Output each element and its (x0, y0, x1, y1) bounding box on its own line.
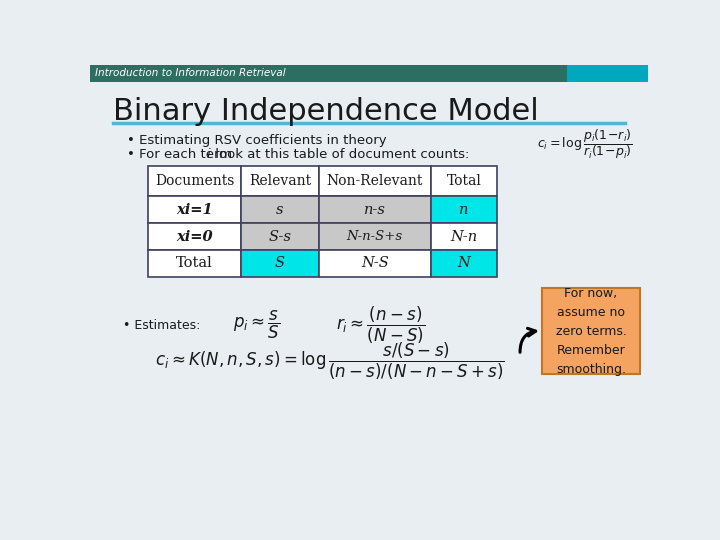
Text: N: N (458, 256, 470, 271)
Text: Non-Relevant: Non-Relevant (327, 174, 423, 188)
Text: n: n (459, 202, 469, 217)
Text: Documents: Documents (155, 174, 234, 188)
Bar (241, 224, 319, 249)
Text: Introduction to Information Retrieval: Introduction to Information Retrieval (96, 68, 286, 78)
Bar (542, 288, 640, 374)
Text: N-n: N-n (451, 230, 477, 244)
Bar (148, 195, 241, 224)
Text: Binary Independence Model: Binary Independence Model (113, 97, 539, 125)
Text: n-s: n-s (364, 202, 386, 217)
Bar (241, 195, 319, 224)
Bar (148, 224, 241, 249)
Bar (431, 224, 497, 249)
Text: For now,
assume no
zero terms.
Remember
smoothing.: For now, assume no zero terms. Remember … (556, 287, 626, 376)
Text: $c_i = \log\dfrac{p_i(1\!-\!r_i)}{r_i(1\!-\!p_i)}$: $c_i = \log\dfrac{p_i(1\!-\!r_i)}{r_i(1\… (536, 127, 632, 161)
Bar (319, 249, 431, 278)
Text: N-n-S+s: N-n-S+s (347, 230, 403, 243)
FancyArrowPatch shape (520, 328, 536, 352)
Text: • For each term: • For each term (127, 147, 237, 160)
Text: Relevant: Relevant (249, 174, 311, 188)
Bar (148, 249, 241, 278)
Bar (319, 166, 431, 195)
Text: Total: Total (446, 174, 482, 188)
Bar (319, 195, 431, 224)
Text: $c_i \approx K(N,n,S,s) = \log\dfrac{s/(S-s)}{(n-s)/(N-n-S+s)}$: $c_i \approx K(N,n,S,s) = \log\dfrac{s/(… (156, 341, 505, 382)
Bar (90, 65, 567, 82)
Text: $p_i \approx \dfrac{s}{S}$: $p_i \approx \dfrac{s}{S}$ (233, 309, 280, 341)
Bar (241, 166, 319, 195)
Bar (241, 249, 319, 278)
Bar (431, 249, 497, 278)
Text: • Estimates:: • Estimates: (122, 319, 200, 332)
Text: xi=0: xi=0 (176, 230, 213, 244)
Text: $r_i \approx \dfrac{(n-s)}{(N-S)}$: $r_i \approx \dfrac{(n-s)}{(N-S)}$ (336, 305, 426, 346)
Text: S-s: S-s (269, 230, 292, 244)
Text: xi=1: xi=1 (176, 202, 213, 217)
Bar (319, 224, 431, 249)
Text: look at this table of document counts:: look at this table of document counts: (211, 147, 469, 160)
Text: S: S (275, 256, 285, 271)
Bar (431, 195, 497, 224)
Text: Total: Total (176, 256, 213, 271)
Bar (567, 65, 648, 82)
Text: N-S: N-S (361, 256, 389, 271)
Bar (431, 166, 497, 195)
Text: s: s (276, 202, 284, 217)
Text: i: i (206, 147, 210, 160)
Text: • Estimating RSV coefficients in theory: • Estimating RSV coefficients in theory (127, 134, 387, 147)
Bar (148, 166, 241, 195)
